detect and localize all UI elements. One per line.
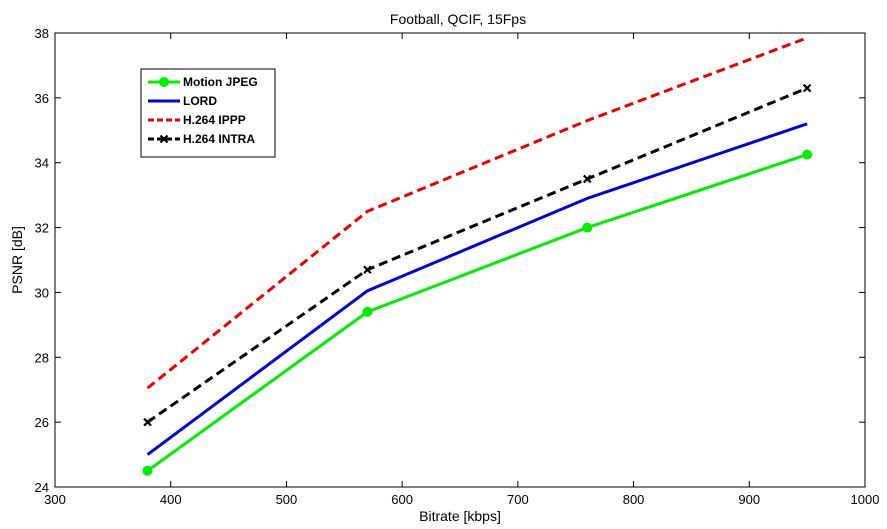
data-point [143,417,152,427]
data-point [802,149,813,160]
y-axis-label: PSNR [dB] [9,226,25,294]
x-tick-label: 1000 [851,492,880,507]
chart-title: Football, QCIF, 15Fps [390,11,526,27]
x-tick-label: 900 [738,492,760,507]
x-tick-label: 300 [44,492,66,507]
x-tick-label: 600 [391,492,413,507]
x-tick-label: 400 [160,492,182,507]
legend-label: Motion JPEG [183,75,258,89]
x-tick-label: 800 [623,492,645,507]
series-1 [142,149,813,476]
data-point [802,83,812,93]
x-tick-label: 500 [276,492,298,507]
series-layer [142,36,813,476]
legend-label: H.264 INTRA [183,132,255,146]
axis-ticks: 300 400 500 600 700 800 900 1000 24 26 28 30 32 34 36 3… [35,26,880,507]
x-axis-label: Bitrate [kbps] [419,508,501,524]
series-line [146,153,808,473]
y-tick-label: 38 [35,26,49,41]
y-tick-label: 34 [35,156,49,171]
legend-marker [159,77,169,87]
series-line [146,36,808,390]
series-line [146,122,808,456]
series-4 [143,83,812,427]
data-point [582,222,593,233]
data-point [142,465,153,476]
y-tick-label: 36 [35,91,49,106]
y-tick-label: 30 [35,285,49,300]
data-point [583,174,592,184]
legend-label: H.264 IPPP [183,113,246,127]
legend-label: LORD [183,94,217,108]
series-3 [146,36,808,390]
series-2 [146,122,808,456]
x-tick-label: 700 [507,492,529,507]
y-tick-label: 32 [35,221,49,236]
y-tick-label: 24 [35,480,49,495]
legend: Motion JPEG LORD H.264 IPPP H.264 INTRA [140,68,276,158]
legend-marker [159,134,169,144]
y-tick-label: 28 [35,350,49,365]
y-tick-label: 26 [35,415,49,430]
data-point [362,306,373,317]
series-line [146,86,808,424]
data-point [363,265,372,275]
